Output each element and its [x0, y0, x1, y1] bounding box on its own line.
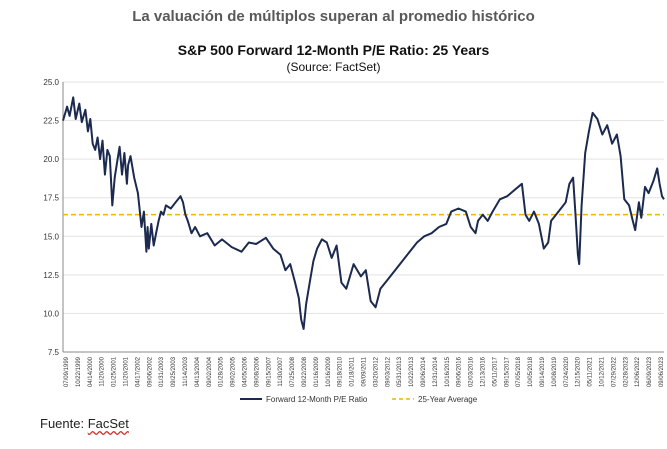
source-note: Fuente: FacSet: [40, 416, 129, 431]
y-tick-label: 12.5: [43, 271, 59, 280]
x-tick-label: 10/16/2009: [326, 356, 332, 387]
x-tick-label: 04/05/2006: [243, 356, 249, 387]
x-tick-label: 12/13/2016: [481, 356, 487, 387]
x-tick-label: 10/16/2015: [445, 356, 451, 387]
pe-ratio-line: [62, 96, 665, 330]
y-tick-label: 10.0: [43, 309, 59, 318]
x-tick-label: 04/17/2002: [135, 356, 141, 387]
x-tick-label: 09/18/2010: [338, 356, 344, 387]
x-tick-label: 01/28/2005: [219, 356, 225, 387]
x-tick-label: 09/22/2008: [302, 356, 308, 387]
x-tick-label: 09/06/2014: [421, 356, 427, 387]
x-tick-label: 12/31/2014: [433, 356, 439, 387]
x-tick-label: 05/11/2021: [588, 356, 594, 386]
x-tick-label: 02/28/2023: [623, 356, 629, 387]
chart-title: S&P 500 Forward 12-Month P/E Ratio: 25 Y…: [177, 42, 490, 58]
x-tick-label: 09/15/2017: [504, 356, 510, 387]
x-tick-label: 06/09/2023: [647, 356, 653, 387]
x-tick-label: 01/31/2003: [159, 356, 165, 387]
x-tick-label: 07/25/2008: [290, 356, 296, 387]
x-tick-label: 07/29/2022: [611, 356, 617, 387]
x-tick-label: 05/31/2013: [397, 356, 403, 387]
x-tick-label: 09/02/2005: [231, 356, 237, 387]
x-tick-label: 10/05/2018: [528, 356, 534, 387]
headline: La valuación de múltiplos superan al pro…: [132, 8, 535, 25]
x-tick-label: 11/14/2003: [183, 356, 189, 386]
x-tick-label: 04/14/2000: [88, 356, 94, 387]
x-tick-label: 10/12/2021: [600, 356, 606, 387]
x-tick-label: 07/09/1999: [64, 356, 70, 387]
y-tick-label: 25.0: [43, 78, 59, 87]
x-tick-label: 09/14/2019: [540, 356, 546, 387]
y-tick-label: 22.5: [43, 117, 59, 126]
y-tick-label: 20.0: [43, 155, 59, 164]
x-tick-label: 12/15/2020: [576, 356, 582, 387]
x-tick-label: 10/08/2019: [552, 356, 558, 387]
x-tick-label: 01/16/2009: [314, 356, 320, 387]
x-tick-label: 11/20/2001: [124, 356, 130, 386]
x-tick-label: 01/18/2011: [350, 356, 356, 386]
x-tick-label: 10/22/2013: [409, 356, 415, 387]
x-tick-label: 09/15/2007: [266, 356, 272, 387]
pe-ratio-chart: 25.0 22.5 20.0 17.5 15.0 12.5 10.0 7.5 07/09/199…: [43, 78, 665, 404]
x-tick-label: 09/06/2016: [457, 356, 463, 387]
x-tick-label: 11/30/2007: [278, 356, 284, 386]
y-tick-label: 17.5: [43, 194, 59, 203]
x-tick-label: 09/06/2023: [659, 356, 665, 387]
x-tick-label: 09/02/2004: [207, 356, 213, 387]
x-tick-label: 02/03/2016: [469, 356, 475, 387]
x-tick-label: 07/24/2020: [564, 356, 570, 387]
x-tick-label: 01/25/2001: [112, 356, 118, 387]
x-tick-label: 03/20/2012: [373, 356, 379, 387]
x-tick-label: 07/05/2018: [516, 356, 522, 387]
x-tick-label: 10/22/1999: [76, 356, 82, 387]
x-tick-label: 09/09/2011: [362, 356, 368, 386]
chart-subtitle: (Source: FactSet): [286, 60, 381, 74]
y-tick-label: 7.5: [48, 348, 60, 357]
legend-label-average: 25-Year Average: [418, 395, 478, 404]
x-tick-label: 04/13/2004: [195, 356, 201, 387]
legend-label-pe: Forward 12-Month P/E Ratio: [266, 395, 368, 404]
x-tick-label: 09/03/2012: [385, 356, 391, 387]
x-tick-label: 05/11/2017: [492, 356, 498, 386]
x-tick-label: 09/06/2002: [147, 356, 153, 387]
x-tick-label: 12/06/2022: [635, 356, 641, 387]
source-brand: FacSet: [87, 416, 129, 431]
y-tick-label: 15.0: [43, 232, 59, 241]
x-tick-label: 09/08/2006: [254, 356, 260, 387]
source-label: Fuente:: [40, 416, 85, 431]
x-tick-label: 09/25/2003: [171, 356, 177, 387]
x-tick-label: 11/20/2000: [100, 356, 106, 386]
